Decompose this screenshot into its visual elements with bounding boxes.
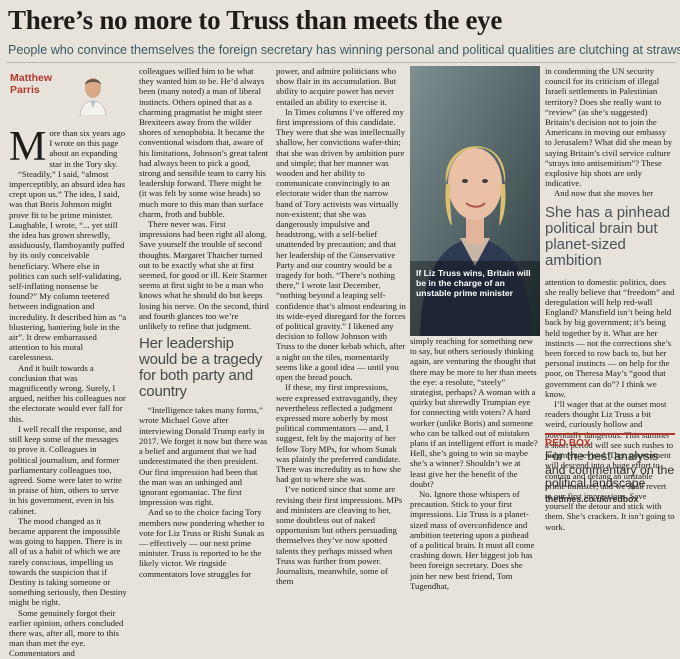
article-photo: [410, 66, 540, 336]
paragraph: And so to the choice facing Tory members…: [139, 507, 265, 579]
drop-cap: M: [9, 124, 47, 170]
paragraph: In Times columns I’ve offered my first i…: [276, 106, 406, 383]
paragraph: “Steadily,” I said, “almost imperceptibl…: [9, 168, 127, 363]
pull-quote: Her leadership would be a tragedy for bo…: [139, 335, 263, 401]
pull-quote: She has a pinhead political brain but pl…: [545, 203, 671, 269]
author-photo: [78, 68, 108, 116]
paragraph: The mood changed as it became apparent t…: [9, 515, 127, 608]
paragraph: If these, my first impressions, were exp…: [276, 382, 401, 485]
paragraph: I well recall the response, and still ke…: [9, 423, 122, 516]
redbox-rule: [545, 433, 675, 435]
column-3: power, and admire politicians who show f…: [276, 66, 406, 586]
paragraph: in condemning the UN security council fo…: [545, 66, 673, 189]
paragraph: “Intelligence takes many forms,” wrote M…: [139, 405, 268, 508]
paragraph: I’ve noticed since that some are revisin…: [276, 484, 403, 587]
paragraph: And now that she moves her: [554, 188, 654, 199]
byline: Matthew Parris: [10, 72, 52, 96]
paragraph: No. Ignore those whispers of precaution.…: [410, 489, 535, 591]
redbox-text: For the best analysis and commentary on …: [545, 449, 675, 490]
redbox-link[interactable]: thetimes.co.uk/redbox: [545, 494, 639, 504]
paragraph: power, and admire politicians who show f…: [276, 66, 397, 107]
column-2: colleagues willed him to be what they wa…: [139, 66, 269, 579]
standfirst: People who convince themselves the forei…: [8, 43, 680, 57]
headline: There’s no more to Truss than meets the …: [8, 5, 503, 35]
paragraph: attention to domestic politics, does she…: [545, 276, 675, 399]
redbox-title: RED BOX: [545, 438, 591, 449]
paragraph: Some genuinely forgot their earlier opin…: [9, 607, 124, 659]
paragraph: There never was. First impressions had b…: [139, 219, 269, 332]
lead-text: ore than six years ago I wrote on this p…: [49, 128, 126, 169]
paragraph: And it built towards a conclusion that w…: [9, 362, 126, 424]
column-4: simply reaching for something new to say…: [410, 336, 538, 591]
paragraph: simply reaching for something new to say…: [410, 336, 538, 489]
byline-last: Parris: [10, 84, 40, 96]
photo-caption: If Liz Truss wins, Britain will be in th…: [416, 268, 531, 298]
paragraph: colleagues willed him to be what they wa…: [139, 66, 269, 219]
header-rule: [6, 62, 676, 63]
byline-first: Matthew: [10, 72, 52, 84]
portrait-image: [410, 66, 540, 336]
